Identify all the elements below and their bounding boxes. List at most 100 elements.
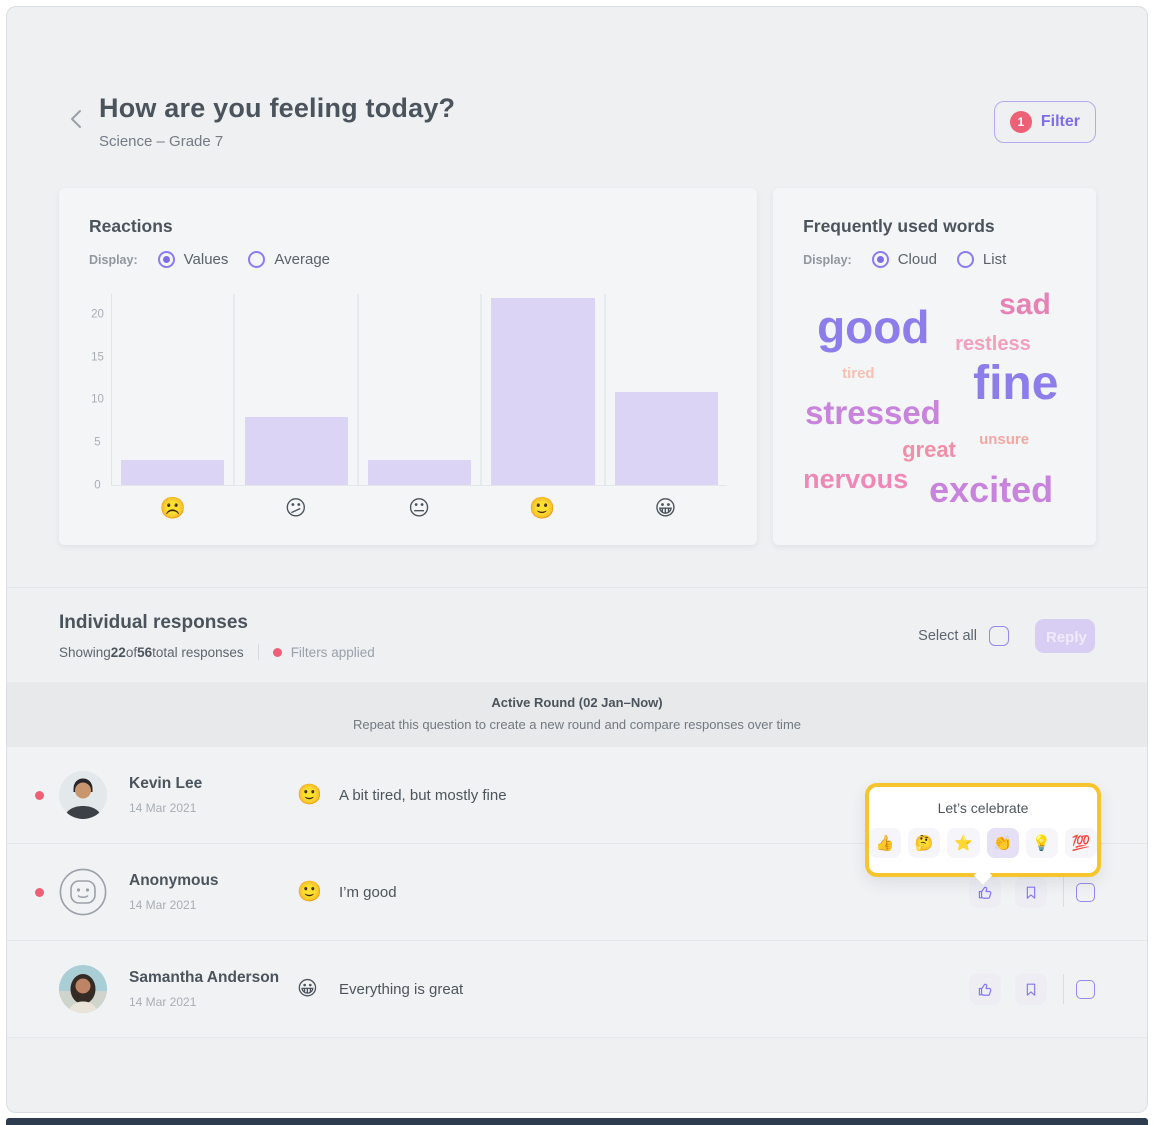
header-text: How are you feeling today? Science – Gra… — [99, 93, 455, 150]
star-reaction-button[interactable]: ⭐ — [947, 828, 980, 858]
responder-identity: Anonymous 14 Mar 2021 — [129, 872, 297, 912]
radio-icon — [956, 251, 974, 268]
like-button[interactable] — [969, 973, 1001, 1005]
reactions-display-toggle: Display: Values Average — [89, 251, 727, 268]
response-date: 14 Mar 2021 — [129, 801, 197, 815]
response-row-anonymous[interactable]: Anonymous 14 Mar 2021 🙂 I’m good — [7, 844, 1147, 941]
cloud-word[interactable]: fine — [973, 357, 1059, 410]
showing-suffix: total responses — [152, 644, 244, 660]
page-title: How are you feeling today? — [99, 93, 456, 123]
showing-mid: of — [125, 644, 138, 660]
response-mood-emoji: 🙂 — [297, 881, 322, 903]
radio-icon — [157, 251, 175, 268]
active-round-banner: Active Round (02 Jan–Now) Repeat this qu… — [7, 682, 1147, 747]
clapping-hands-reaction-button[interactable]: 👏 — [986, 828, 1019, 858]
celebrate-reactions-popup: Let’s celebrate 👍 🤔 ⭐ 👏 💡 💯 — [865, 783, 1101, 885]
bar-slightly-smiling[interactable] — [491, 298, 595, 485]
radio-cloud[interactable]: Cloud — [871, 251, 937, 268]
responses-section-title: Individual responses — [59, 612, 248, 633]
chart-column — [112, 294, 233, 485]
cloud-word[interactable]: unsure — [979, 431, 1030, 448]
filter-count-badge: 1 — [1009, 111, 1032, 133]
radio-values[interactable]: Values — [157, 251, 228, 268]
row-actions — [955, 973, 1095, 1005]
grinning-face-emoji: 😀 — [654, 497, 677, 520]
avatar-photo-woman — [59, 965, 107, 1013]
responder-name: Samantha Anderson — [129, 969, 280, 986]
filter-button-label: Filter — [1040, 113, 1080, 130]
light-bulb-reaction-button[interactable]: 💡 — [1025, 828, 1058, 858]
radio-average-label: Average — [274, 251, 331, 268]
celebrate-emoji-row: 👍 🤔 ⭐ 👏 💡 💯 — [868, 828, 1098, 858]
app-canvas: How are you feeling today? Science – Gra… — [6, 6, 1148, 1113]
row-select-checkbox[interactable] — [1076, 979, 1095, 999]
avatar-anonymous — [59, 868, 107, 916]
responder-name: Anonymous — [129, 872, 219, 889]
showing-line: Showing 22 of 56 total responses Filters… — [59, 644, 375, 660]
cloud-word[interactable]: good — [817, 301, 930, 353]
cloud-word[interactable]: nervous — [803, 464, 909, 494]
chart-column — [233, 294, 356, 485]
chart-plot-area — [111, 294, 728, 486]
chart-category-emojis: ☹️ 😕 😐 🙂 😀 — [89, 498, 727, 519]
slightly-smiling-face-emoji: 🙂 — [529, 497, 556, 520]
frequent-words-title: Frequently used words — [803, 216, 995, 236]
confused-face-emoji: 😕 — [284, 497, 307, 520]
neutral-face-emoji: 😐 — [408, 497, 430, 520]
response-text: A bit tired, but mostly fine — [339, 786, 507, 804]
radio-icon — [871, 251, 889, 268]
row-select-checkbox[interactable] — [1076, 882, 1095, 902]
response-row-samantha-anderson[interactable]: Samantha Anderson 14 Mar 2021 😀 Everythi… — [7, 941, 1147, 1038]
reactions-bar-chart: 20 15 10 5 0 — [89, 294, 728, 491]
question-header: How are you feeling today? Science – Gra… — [7, 7, 1147, 150]
chart-column — [603, 294, 727, 485]
response-row-kevin-lee[interactable]: Kevin Lee 14 Mar 2021 🙂 A bit tired, but… — [7, 747, 1147, 844]
radio-cloud-label: Cloud — [897, 251, 937, 268]
responder-identity: Samantha Anderson 14 Mar 2021 — [129, 969, 297, 1009]
radio-average[interactable]: Average — [248, 251, 330, 268]
unread-dot — [35, 790, 44, 800]
bookmark-button[interactable] — [1015, 973, 1047, 1005]
bar-neutral[interactable] — [367, 459, 472, 485]
reply-button[interactable]: Reply — [1035, 619, 1095, 653]
actions-divider — [1063, 974, 1064, 1004]
cloud-word[interactable]: excited — [929, 469, 1054, 510]
thinking-face-reaction-button[interactable]: 🤔 — [908, 828, 941, 858]
cloud-word[interactable]: stressed — [805, 394, 941, 431]
back-button[interactable] — [63, 105, 89, 133]
bar-frowning[interactable] — [121, 459, 225, 485]
y-axis-tick: 5 — [94, 436, 101, 449]
responses-header-right: Select all Reply — [918, 619, 1095, 653]
unread-dot — [35, 887, 44, 897]
cloud-word[interactable]: tired — [842, 365, 875, 382]
chevron-left-icon — [71, 110, 81, 128]
response-text: Everything is great — [339, 980, 464, 998]
responses-header: Individual responses Showing 22 of 56 to… — [7, 588, 1147, 682]
bar-grinning[interactable] — [614, 391, 718, 485]
bookmark-button[interactable] — [1015, 876, 1047, 908]
response-text: I’m good — [339, 883, 397, 901]
showing-prefix: Showing — [59, 644, 111, 660]
y-axis-tick: 0 — [94, 479, 101, 492]
thumbs-up-reaction-button[interactable]: 👍 — [868, 828, 902, 858]
bookmark-icon — [1026, 983, 1036, 996]
y-axis-tick: 15 — [91, 351, 104, 364]
radio-icon — [248, 251, 266, 268]
cloud-word[interactable]: sad — [999, 288, 1051, 321]
frowning-face-emoji: ☹️ — [159, 497, 186, 520]
active-round-title: Active Round (02 Jan–Now) — [491, 695, 663, 710]
radio-list[interactable]: List — [956, 251, 1006, 268]
filter-button[interactable]: 1 Filter — [993, 101, 1096, 143]
select-all-label: Select all — [918, 628, 977, 644]
cloud-word[interactable]: great — [902, 437, 956, 462]
actions-divider — [1063, 877, 1064, 907]
words-display-toggle: Display: Cloud List — [803, 251, 1066, 268]
bar-confused[interactable] — [244, 417, 348, 485]
y-axis-tick: 10 — [91, 394, 104, 407]
cloud-word[interactable]: restless — [955, 333, 1031, 355]
hundred-points-reaction-button[interactable]: 💯 — [1064, 828, 1098, 858]
word-cloud: good sad restless tired fine stressed un… — [803, 276, 1066, 516]
select-all-checkbox[interactable] — [989, 626, 1009, 646]
showing-total: 56 — [137, 644, 153, 660]
display-label: Display: — [803, 252, 852, 267]
